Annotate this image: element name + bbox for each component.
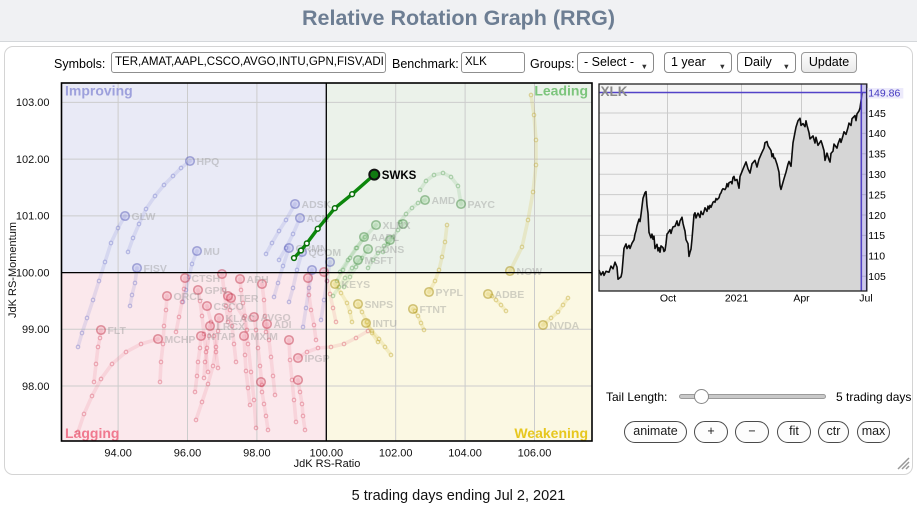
svg-text:Leading: Leading [534,83,588,99]
svg-text:KLAC: KLAC [226,313,256,325]
svg-text:NVDA: NVDA [550,320,580,332]
svg-text:Jul: Jul [859,293,872,305]
svg-text:XLNX: XLNX [383,220,411,232]
svg-text:AMD: AMD [432,195,456,207]
svg-text:MXIM: MXIM [251,331,279,343]
svg-text:AVGO: AVGO [261,312,291,324]
svg-text:NTAP: NTAP [208,331,236,343]
svg-text:MCHP: MCHP [165,334,196,346]
svg-text:APH: APH [247,274,269,286]
svg-text:100.00: 100.00 [16,267,50,279]
svg-text:ADSK: ADSK [302,199,332,211]
svg-text:110: 110 [868,251,885,263]
svg-text:99.00: 99.00 [22,324,50,336]
svg-text:CDNS: CDNS [375,244,405,256]
svg-text:120: 120 [868,210,886,222]
svg-text:149.86: 149.86 [868,88,900,100]
svg-text:106.00: 106.00 [518,448,552,460]
svg-text:ADI: ADI [274,319,292,331]
svg-text:FTNT: FTNT [420,304,447,316]
svg-text:103.00: 103.00 [16,97,50,109]
svg-text:Weakening: Weakening [514,425,588,441]
svg-text:CTSH: CTSH [192,273,221,285]
svg-text:IPGP: IPGP [305,353,330,365]
svg-text:SWKS: SWKS [382,170,417,182]
svg-text:PYPL: PYPL [436,287,464,299]
svg-text:GPN: GPN [205,285,228,297]
svg-text:125: 125 [868,189,886,201]
svg-text:ADBE: ADBE [495,289,525,301]
svg-text:94.00: 94.00 [104,448,132,460]
svg-text:105: 105 [868,271,886,283]
svg-text:LRCX: LRCX [217,321,246,333]
svg-text:INTU: INTU [373,318,398,330]
svg-text:AAPL: AAPL [371,232,400,244]
svg-text:JdK RS-Momentum: JdK RS-Momentum [7,222,19,318]
svg-text:104.00: 104.00 [448,448,482,460]
svg-text:XLK: XLK [601,84,628,99]
svg-text:102.00: 102.00 [379,448,413,460]
svg-text:130: 130 [868,169,886,181]
svg-text:JdK RS-Ratio: JdK RS-Ratio [294,458,361,470]
svg-text:135: 135 [868,149,886,161]
svg-text:Oct: Oct [660,293,676,305]
svg-text:Apr: Apr [793,293,810,305]
svg-text:ORCL: ORCL [174,291,204,303]
svg-text:FLT: FLT [108,325,127,337]
svg-text:101.00: 101.00 [16,211,50,223]
svg-text:115: 115 [868,230,885,242]
svg-text:98.00: 98.00 [243,448,271,460]
svg-text:2021: 2021 [725,293,749,305]
svg-text:SNPS: SNPS [365,299,394,311]
svg-text:96.00: 96.00 [174,448,202,460]
svg-text:98.00: 98.00 [22,381,50,393]
svg-text:GLW: GLW [132,211,156,223]
svg-text:HPQ: HPQ [197,156,220,168]
svg-text:MU: MU [204,246,220,258]
svg-text:KEYS: KEYS [342,279,371,291]
svg-text:PAYC: PAYC [468,199,496,211]
svg-text:145: 145 [868,108,886,120]
svg-text:140: 140 [868,128,886,140]
svg-text:MSFT: MSFT [365,255,394,267]
svg-text:Improving: Improving [65,83,133,99]
svg-text:100.00: 100.00 [309,448,343,460]
svg-text:102.00: 102.00 [16,154,50,166]
svg-text:CSCO: CSCO [214,301,244,313]
svg-text:TER: TER [238,293,259,305]
svg-text:Lagging: Lagging [65,425,119,441]
svg-text:QCOM: QCOM [309,247,342,259]
